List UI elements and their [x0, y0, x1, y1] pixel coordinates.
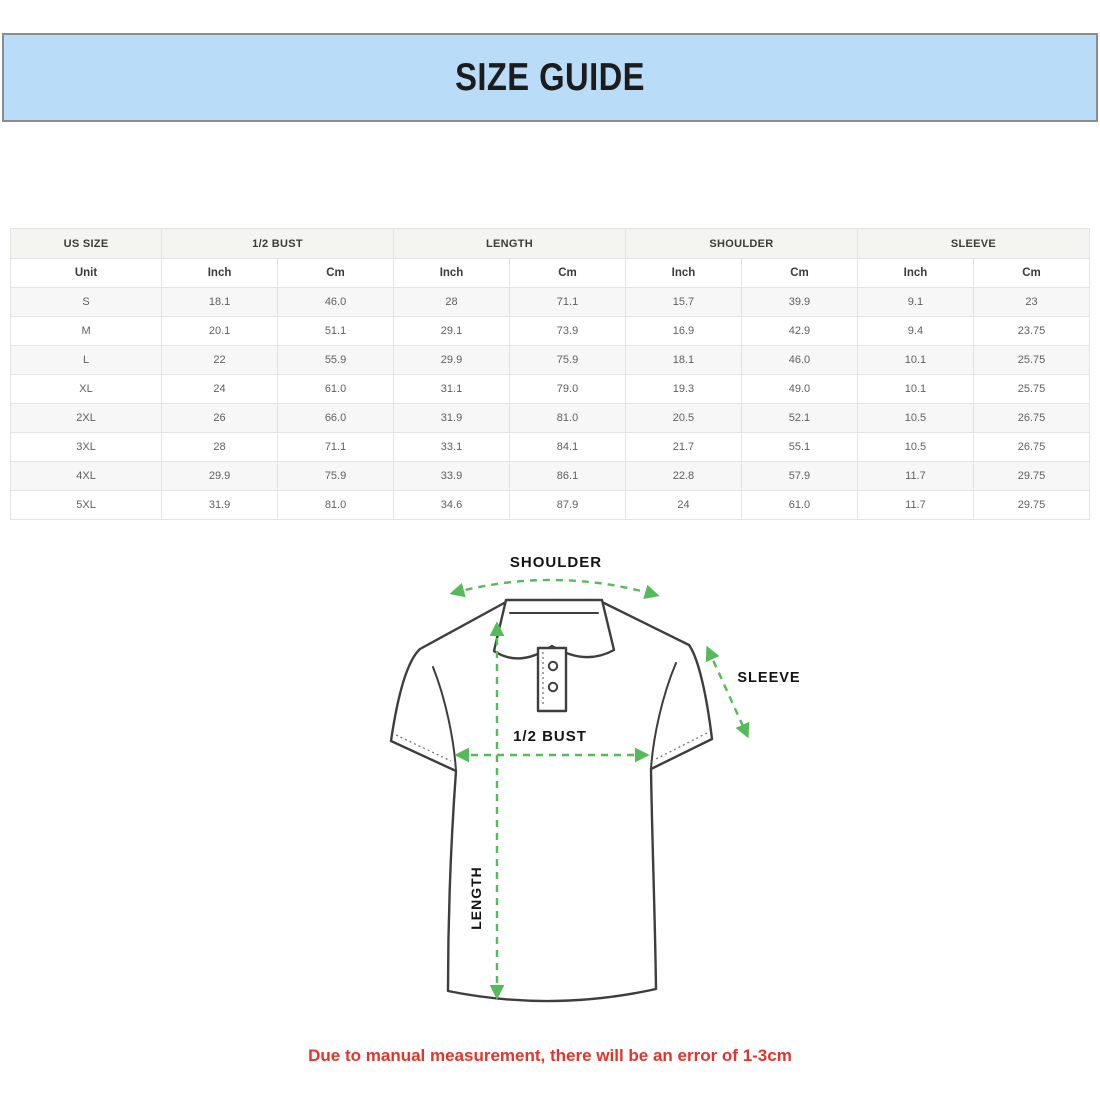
measurement-value-cell: 33.9 [393, 461, 510, 491]
unit-cell: Cm [509, 258, 626, 288]
unit-cell: Inch [161, 258, 279, 288]
page-title: SIZE GUIDE [455, 55, 645, 99]
unit-cell: Cm [277, 258, 395, 288]
measurement-value-cell: 75.9 [277, 461, 395, 491]
measurement-value-cell: 28 [393, 287, 510, 317]
size-label-cell: XL [9, 374, 163, 404]
measurement-value-cell: 42.9 [740, 316, 858, 346]
measurement-value-cell: 11.7 [856, 490, 974, 520]
placket-button-top [547, 660, 559, 672]
column-group-length: LENGTH [393, 228, 626, 259]
measurement-value-cell: 87.9 [509, 490, 626, 520]
measurement-value-cell: 26.75 [972, 403, 1091, 433]
size-row-m: M 20.1 51.1 29.1 73.9 16.9 42.9 9.4 23.75 [9, 316, 1091, 346]
measurement-value-cell: 52.1 [740, 403, 858, 433]
size-row-4xl: 4XL 29.9 75.9 33.9 86.1 22.8 57.9 11.7 29.75 [9, 461, 1091, 491]
measurement-value-cell: 23 [972, 287, 1091, 317]
measurement-value-cell: 22 [161, 345, 279, 375]
column-group-1-2-bust: 1/2 BUST [161, 228, 395, 259]
unit-cell: Inch [393, 258, 510, 288]
shirt-collar [492, 598, 616, 660]
size-row-5xl: 5XL 31.9 81.0 34.6 87.9 24 61.0 11.7 29.75 [9, 490, 1091, 520]
measurement-value-cell: 26.75 [972, 432, 1091, 462]
size-label-cell: 3XL [9, 432, 163, 462]
measurement-value-cell: 20.5 [624, 403, 742, 433]
shoulder-measure-label: SHOULDER [509, 554, 603, 571]
size-chart-body: S 18.1 46.0 28 71.1 15.7 39.9 9.1 23 M 20.1 51.1 29.… [9, 287, 1091, 520]
measurement-disclaimer: Due to manual measurement, there will be… [308, 1046, 792, 1065]
measurement-value-cell: 81.0 [277, 490, 395, 520]
unit-cell: Inch [624, 258, 742, 288]
measurement-value-cell: 51.1 [277, 316, 395, 346]
measurement-value-cell: 15.7 [624, 287, 742, 317]
left-sleeve-stitch [395, 734, 452, 762]
shoulder-measure-arrow [449, 578, 660, 600]
measurement-value-cell: 22.8 [624, 461, 742, 491]
size-label-cell: 4XL [9, 461, 163, 491]
measurement-value-cell: 24 [624, 490, 742, 520]
measurement-value-cell: 75.9 [509, 345, 626, 375]
unit-cell: Cm [740, 258, 858, 288]
measurement-value-cell: 25.75 [972, 374, 1091, 404]
measurement-value-cell: 71.1 [509, 287, 626, 317]
measurement-value-cell: 10.1 [856, 345, 974, 375]
size-label-cell: S [9, 287, 163, 317]
measurement-value-cell: 86.1 [509, 461, 626, 491]
length-measure-label: LENGTH [468, 866, 484, 930]
column-group-sleeve: SLEEVE [856, 228, 1091, 259]
measurement-value-cell: 19.3 [624, 374, 742, 404]
measurement-value-cell: 9.1 [856, 287, 974, 317]
sleeve-measure-arrow [705, 645, 750, 739]
measurement-value-cell: 9.4 [856, 316, 974, 346]
measurement-value-cell: 11.7 [856, 461, 974, 491]
measurement-value-cell: 25.75 [972, 345, 1091, 375]
measurement-value-cell: 66.0 [277, 403, 395, 433]
measurement-value-cell: 84.1 [509, 432, 626, 462]
size-chart-table: US SIZE 1/2 BUST LENGTH SHOULDER SLEEVE Unit I… [9, 228, 1091, 520]
right-armhole-seam [650, 662, 677, 770]
measurement-value-cell: 26 [161, 403, 279, 433]
measurement-value-cell: 57.9 [740, 461, 858, 491]
measurement-value-cell: 31.9 [393, 403, 510, 433]
measurement-value-cell: 33.1 [393, 432, 510, 462]
shirt-body-outline [389, 600, 714, 1003]
measurement-value-cell: 29.75 [972, 461, 1091, 491]
size-row-l: L 22 55.9 29.9 75.9 18.1 46.0 10.1 25.75 [9, 345, 1091, 375]
size-row-xl: XL 24 61.0 31.1 79.0 19.3 49.0 10.1 25.75 [9, 374, 1091, 404]
measurement-value-cell: 18.1 [624, 345, 742, 375]
column-group-row: US SIZE 1/2 BUST LENGTH SHOULDER SLEEVE [9, 228, 1091, 259]
measurement-value-cell: 29.75 [972, 490, 1091, 520]
size-label-cell: 5XL [9, 490, 163, 520]
size-label-cell: L [9, 345, 163, 375]
shirt-placket [536, 646, 568, 713]
size-row-2xl: 2XL 26 66.0 31.9 81.0 20.5 52.1 10.5 26.75 [9, 403, 1091, 433]
measurement-value-cell: 61.0 [277, 374, 395, 404]
size-row-s: S 18.1 46.0 28 71.1 15.7 39.9 9.1 23 [9, 287, 1091, 317]
measurement-value-cell: 18.1 [161, 287, 279, 317]
measurement-value-cell: 31.9 [161, 490, 279, 520]
measurement-value-cell: 34.6 [393, 490, 510, 520]
bust-measure-label: 1/2 BUST [513, 728, 587, 745]
measurement-value-cell: 29.9 [161, 461, 279, 491]
measurement-value-cell: 61.0 [740, 490, 858, 520]
measurement-value-cell: 71.1 [277, 432, 395, 462]
size-row-3xl: 3XL 28 71.1 33.1 84.1 21.7 55.1 10.5 26.75 [9, 432, 1091, 462]
unit-cell: Cm [972, 258, 1091, 288]
measurement-value-cell: 21.7 [624, 432, 742, 462]
size-guide-banner: SIZE GUIDE [2, 33, 1098, 122]
measurement-value-cell: 24 [161, 374, 279, 404]
placket-button-bottom [547, 681, 559, 693]
measurement-value-cell: 46.0 [277, 287, 395, 317]
measurement-value-cell: 46.0 [740, 345, 858, 375]
measurement-value-cell: 49.0 [740, 374, 858, 404]
measurement-value-cell: 55.1 [740, 432, 858, 462]
sleeve-measure-label: SLEEVE [737, 670, 801, 686]
